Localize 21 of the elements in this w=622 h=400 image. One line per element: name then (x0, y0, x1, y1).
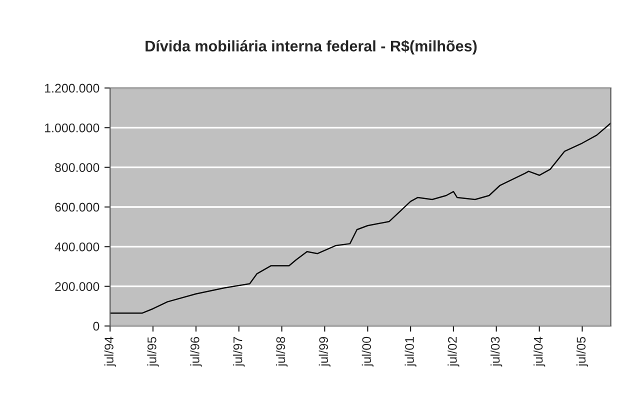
x-tick-label: jul/99 (318, 337, 330, 367)
x-tick-label: jul/01 (404, 337, 416, 367)
y-tick-label: 0 (93, 322, 100, 331)
line-series (110, 122, 611, 314)
y-tick-label: 200.000 (55, 282, 100, 291)
x-tick-label: jul/95 (147, 336, 159, 367)
y-tick-label: 400.000 (54, 242, 100, 252)
x-tick-label: jul/97 (233, 337, 245, 367)
x-tick-label: jul/03 (490, 336, 502, 367)
x-tick-label: jul/94 (104, 336, 116, 367)
x-tick-label: jul/00 (362, 336, 374, 367)
chart-title: Dívida mobiliária interna federal - R$(milhões) (146, 40, 477, 55)
y-tick-label: 600.000 (55, 202, 100, 212)
x-tick-label: jul/02 (448, 337, 460, 367)
x-tick-label: jul/04 (534, 336, 546, 367)
x-tick-label: jul/98 (276, 336, 288, 367)
x-tick-label: jul/05 (576, 336, 588, 367)
y-tick-label: 1.200.000 (45, 84, 100, 93)
x-tick-label: jul/96 (190, 336, 202, 367)
y-tick-label: 800.000 (55, 163, 100, 172)
y-tick-label: 1.000.000 (45, 123, 100, 132)
